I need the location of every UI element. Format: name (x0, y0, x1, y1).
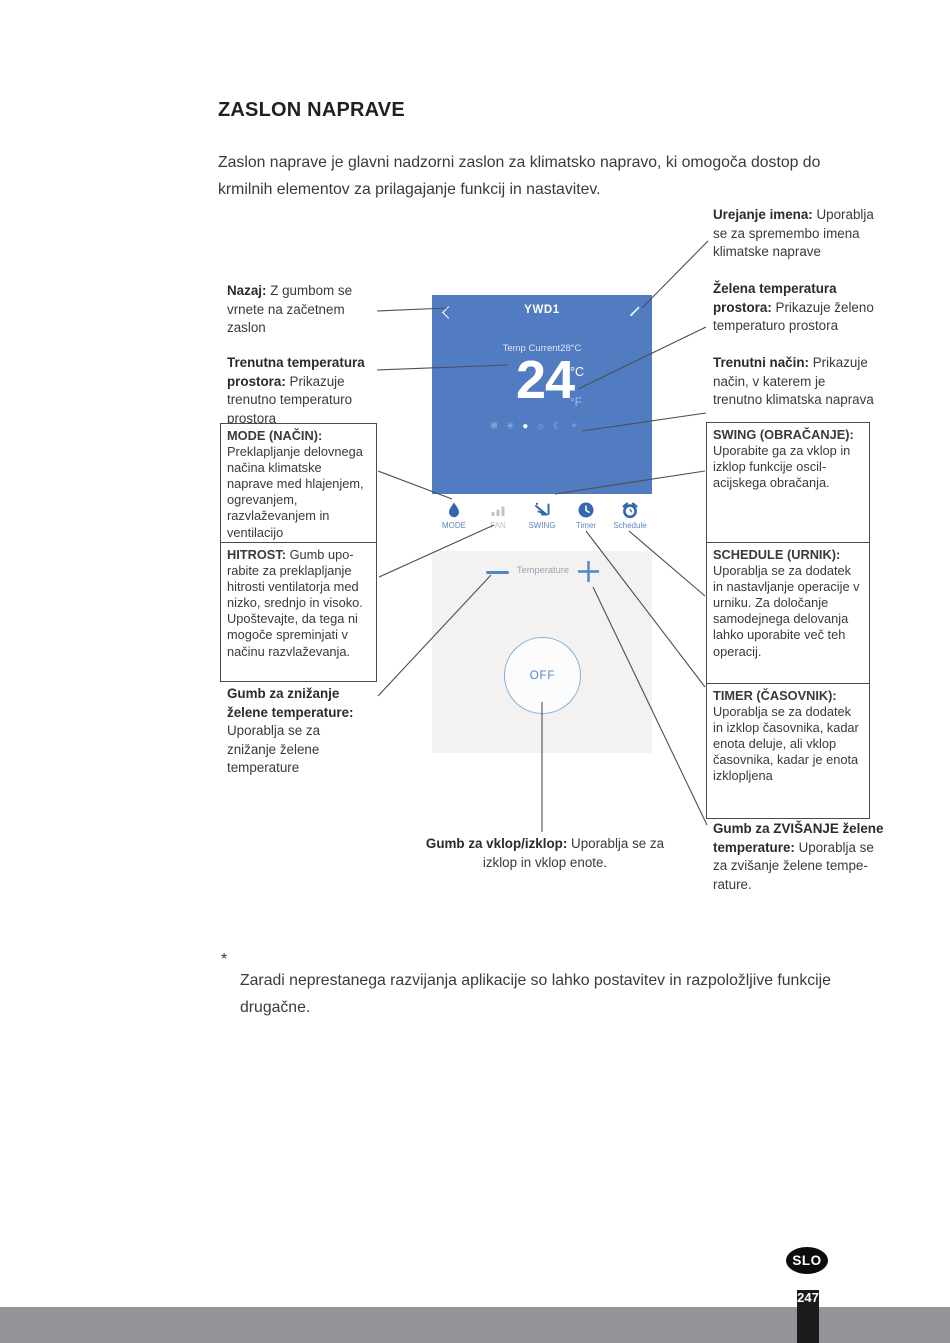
callout-text: Gumb upo­rabite za preklapljanje hitrost… (227, 547, 363, 659)
alarm-clock-icon (622, 502, 638, 519)
callout-text: Uporabite ga za vklop in izklop funkcije… (713, 443, 851, 491)
callout-increase-temperature: Gumb za ZVIŠANJE želene tempera­ture: Up… (713, 820, 885, 894)
callout-current-mode: Trenutni način: Prika­zuje način, v kate… (713, 354, 877, 410)
footer-bar (0, 1307, 950, 1343)
language-badge: SLO (786, 1247, 828, 1274)
snowflake-icon: ❄ (489, 421, 499, 432)
callout-label: Želena temperatura prostora: (713, 281, 837, 315)
callout-edit-name: Urejanje imena: Upo­rablja se za spremem… (713, 206, 877, 262)
callout-power-button: Gumb za vklop/izklop: Uporablja se za iz… (421, 834, 669, 872)
current-temp-status: Temp Current28°C (502, 343, 582, 354)
callout-label: Nazaj: (227, 283, 267, 298)
callout-back: Nazaj: Z gumbom se vrnete na začetnem za… (227, 282, 379, 338)
callout-text: Uporablja se za znižanje želene temperat… (227, 723, 321, 776)
temperature-label: Temperature (516, 565, 570, 575)
mode-indicator-row: ❄ ✳ ● ☼ ☾ ✦ (424, 421, 644, 432)
toolbar-label: MODE (442, 521, 466, 530)
callout-decrease-temperature: Gumb za znižanje želene tempera­ture: Up… (227, 685, 362, 778)
callout-text: Uporablja se za dodatek in izklop časovn… (713, 704, 859, 784)
toolbar-label: Schedule (613, 521, 647, 530)
celsius-unit: °C (570, 365, 585, 379)
callout-text: Uporablja se za izklop in vklop enote. (482, 836, 665, 870)
callout-label: SWING (OBRAČANJE): (713, 427, 854, 442)
callout-current-temperature: Trenutna temperatura prostora: Prikazuje… (227, 354, 385, 428)
temperature-plus-button[interactable] (576, 559, 601, 584)
moon-icon: ☾ (552, 421, 562, 432)
toolbar-timer-button[interactable]: Timer (566, 501, 606, 530)
toolbar-swing-button[interactable]: SWING (522, 501, 562, 530)
callout-text: Preklapljanje delov­nega načina klimatsk… (227, 444, 364, 540)
footnote: Zaradi neprestanega razvijanja aplikacij… (240, 971, 831, 1017)
callout-label: Trenutna temperatura prostora: (227, 355, 365, 389)
callout-text: Uporablja se za do­datek in nastavljanje… (713, 563, 860, 659)
callout-label: SCHEDULE (URNIK): (713, 547, 841, 562)
fan-icon: ✳ (506, 421, 515, 432)
device-name: YWD1 (524, 304, 560, 316)
footnote-marker: * (221, 951, 228, 968)
app-toolbar: MODE FAN (432, 494, 652, 551)
timer-clock-icon (578, 502, 594, 518)
callout-label: MODE (NAČIN): (227, 428, 323, 443)
fan-speed-bars-icon (491, 506, 505, 516)
device-screen: YWD1 Temp Current28°C 24 °C °F ❄ ✳ ● ☼ ☾… (432, 295, 652, 753)
callout-text: Prikazuje želeno temperaturo prostora (713, 299, 874, 334)
callout-text: Upo­rablja se za spremem­bo imena klimat… (713, 207, 874, 260)
callout-box-fan-speed: HITROST: Gumb upo­rabite za preklapljanj… (220, 542, 377, 682)
callout-label: HITROST: (227, 547, 287, 562)
callout-label: TIMER (ČASOVNIK): (713, 688, 837, 703)
callout-text: Z gumbom se vrnete na začetnem zaslon (227, 283, 353, 336)
callout-target-temperature: Želena temperatura prostora: Prikazuje ž… (713, 280, 877, 336)
callout-label: Gumb za znižanje želene tempera­ture: (227, 686, 354, 720)
intro-paragraph: Zaslon naprave je glavni nadzorni zaslon… (218, 153, 821, 199)
toolbar-label: FAN (490, 521, 506, 530)
page-number: 247 (797, 1290, 819, 1343)
swing-rays-icon (535, 502, 550, 516)
temperature-minus-button[interactable] (486, 571, 509, 574)
toolbar-label: Timer (575, 521, 597, 530)
callout-text: Prikazuje trenutno temperaturo prostora (227, 373, 353, 426)
toolbar-mode-button[interactable]: MODE (434, 501, 474, 530)
callout-text: Prika­zuje način, v katerem je trenutno … (713, 355, 874, 408)
callout-box-swing: SWING (OBRAČANJE): Uporabite ga za vklop… (706, 422, 870, 543)
toolbar-schedule-button[interactable]: Schedule (610, 501, 650, 530)
callout-label: Trenutni način: (713, 355, 809, 370)
app-control-panel: Temperature OFF (432, 551, 652, 753)
power-button[interactable]: OFF (504, 637, 581, 714)
extra-mode-icon: ✦ (569, 421, 579, 432)
app-temperature-panel: YWD1 Temp Current28°C 24 °C °F ❄ ✳ ● ☼ ☾… (432, 295, 652, 494)
page-title: ZASLON NAPRAVE (218, 99, 405, 122)
callout-box-timer: TIMER (ČASOVNIK): Uporablja se za dodate… (706, 683, 870, 819)
edit-name-icon[interactable] (628, 305, 641, 318)
toolbar-label: SWING (528, 521, 556, 530)
callout-label: Urejanje imena: (713, 207, 813, 222)
droplet-icon (449, 502, 459, 518)
target-temperature-value: 24 (516, 350, 575, 410)
callout-box-mode: MODE (NAČIN): Preklapljanje delov­nega n… (220, 423, 377, 543)
callout-box-schedule: SCHEDULE (URNIK): Uporablja se za do­dat… (706, 542, 870, 684)
toolbar-fan-button[interactable]: FAN (478, 501, 518, 530)
droplet-icon: ● (522, 421, 529, 432)
callout-label: Gumb za vklop/izklop: (425, 836, 568, 851)
sun-icon: ☼ (536, 421, 546, 432)
callout-label: Gumb za ZVIŠANJE želene tempera­ture: (713, 821, 884, 855)
callout-text: Uporablja se za zvišanje želene tempe­ra… (713, 839, 874, 892)
fahrenheit-unit: °F (570, 397, 582, 409)
